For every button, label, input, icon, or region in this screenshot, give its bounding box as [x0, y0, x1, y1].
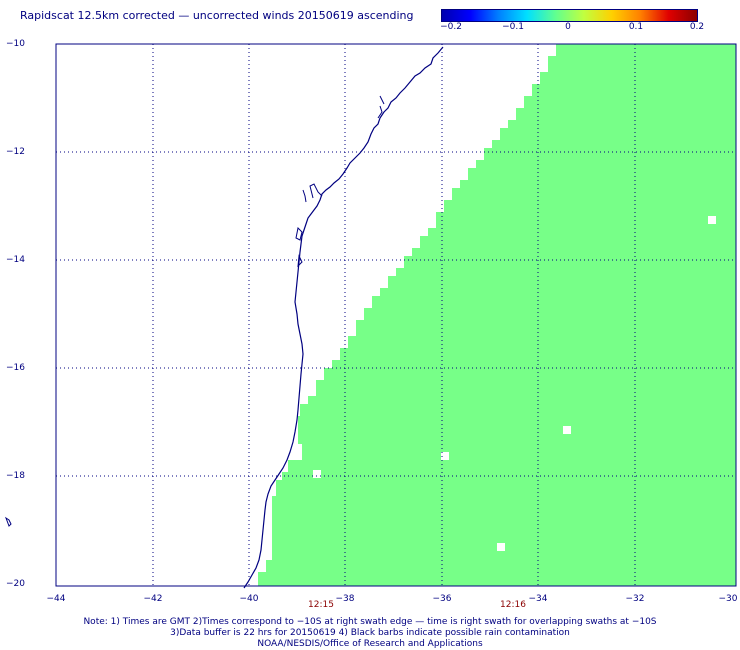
note-line: NOAA/NESDIS/Office of Research and Appli… — [257, 639, 483, 649]
missing-data-cell — [563, 426, 571, 434]
missing-data-cell — [708, 216, 716, 224]
swath-time-label: 12:16 — [500, 600, 526, 610]
colorbar-tick-label: −0.1 — [502, 22, 524, 32]
map-frame — [55, 43, 737, 587]
island-icon — [4, 516, 12, 527]
lat-label: −10 — [6, 39, 25, 49]
lat-label: −20 — [6, 579, 25, 589]
colorbar-tick-label: 0 — [565, 22, 571, 32]
colorbar-tick-label: 0.1 — [628, 22, 644, 32]
lat-label: −16 — [6, 363, 25, 373]
coastline — [243, 46, 444, 589]
map-title: Rapidscat 12.5km corrected — uncorrected… — [20, 9, 414, 22]
lat-label: −14 — [6, 255, 25, 265]
lon-label: −40 — [239, 594, 259, 604]
lon-label: −36 — [432, 594, 452, 604]
swath-coverage — [258, 44, 736, 586]
swath-time-label: 12:15 — [308, 600, 334, 610]
coastline-detail — [295, 95, 385, 268]
lat-label: −12 — [6, 147, 25, 157]
note-line: 3)Data buffer is 22 hrs for 20150619 4) … — [170, 628, 570, 638]
lon-label: −42 — [143, 594, 163, 604]
missing-data-cell — [313, 470, 321, 478]
lat-lon-grid — [55, 44, 736, 586]
lon-label: −32 — [625, 594, 645, 604]
missing-data-cell — [497, 543, 505, 551]
colorbar-tick-label: −0.2 — [440, 22, 462, 32]
lon-label: −34 — [528, 594, 548, 604]
swath-polygon — [258, 44, 736, 586]
lon-label: −38 — [335, 594, 355, 604]
lat-label: −18 — [6, 471, 25, 481]
lon-label: −44 — [46, 594, 66, 604]
note-line: Note: 1) Times are GMT 2)Times correspon… — [83, 617, 657, 627]
lon-label: −30 — [718, 594, 738, 604]
colorbar — [441, 9, 698, 22]
colorbar-tick-label: 0.2 — [689, 22, 705, 32]
missing-data-cell — [441, 452, 449, 460]
notes-footer: Note: 1) Times are GMT 2)Times correspon… — [0, 617, 740, 650]
